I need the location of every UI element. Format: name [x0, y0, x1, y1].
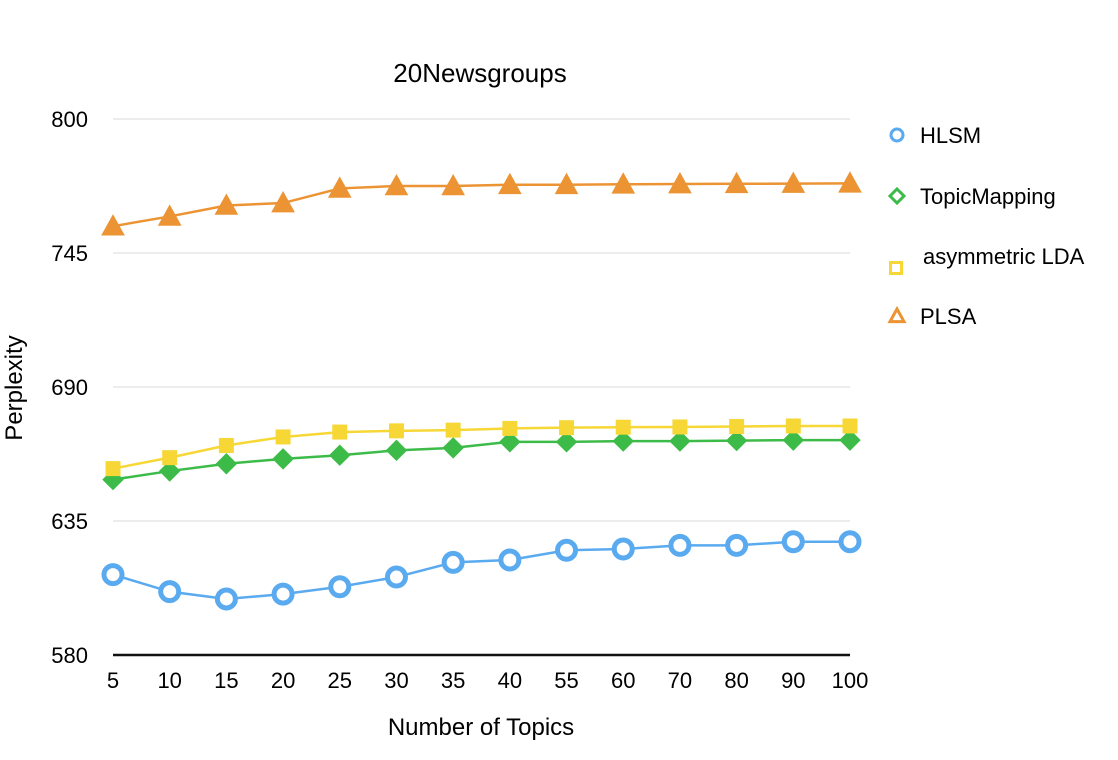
y-axis-ticks: 580 635 690 745 800 [51, 107, 88, 668]
hlsm-point [384, 565, 408, 589]
legend-label: TopicMapping [920, 184, 1056, 209]
asymmetric-lda-point [388, 423, 404, 439]
asymmetric-lda-point [842, 418, 858, 434]
plsa-point [441, 173, 466, 196]
legend-label: PLSA [920, 304, 977, 329]
hlsm-point [441, 550, 465, 574]
asymmetric-lda-point [559, 420, 575, 436]
topicmapping-point [442, 437, 464, 459]
asymmetric-lda-point [218, 437, 234, 453]
topicmapping-point [329, 444, 351, 466]
topicmapping-point [782, 429, 805, 451]
asymmetric-lda-series-line [112, 424, 850, 470]
plsa-point [327, 176, 352, 198]
plsa-point [214, 193, 239, 215]
legend-label: asymmetric LDA [923, 244, 1085, 269]
topicmapping-legend-marker [887, 186, 907, 206]
plsa-legend-marker [887, 305, 907, 324]
topicmapping-point [725, 429, 748, 452]
plsa-point [668, 172, 692, 194]
x-tick-label: 80 [724, 668, 748, 693]
hlsm-point [158, 580, 182, 604]
asymmetric-lda-point [332, 424, 348, 440]
x-tick-label: 5 [107, 668, 119, 693]
y-tick-label: 580 [51, 643, 88, 668]
topicmapping-point [215, 453, 238, 475]
asymmetric-lda-point [502, 420, 518, 436]
hlsm-point [271, 582, 295, 606]
topicmapping-point [555, 431, 578, 453]
x-tick-label: 70 [668, 668, 692, 693]
plsa-point [271, 191, 295, 213]
hlsm-point [328, 575, 352, 599]
asymmetric-lda-point [445, 422, 461, 438]
plsa-point [157, 204, 182, 226]
asymmetric-lda-point [162, 450, 178, 466]
x-tick-label: 15 [214, 668, 238, 693]
x-tick-label: 25 [328, 668, 352, 693]
hlsm-point [668, 533, 692, 557]
x-tick-label: 40 [498, 668, 522, 693]
plsa-point [101, 214, 125, 236]
y-tick-label: 745 [51, 241, 88, 266]
legend: HLSM TopicMapping asymmetric LDA PLSA [887, 123, 1085, 329]
plsa-point [497, 172, 522, 195]
x-tick-label: 90 [781, 668, 805, 693]
hlsm-point [838, 530, 862, 554]
plsa-series-line [112, 182, 851, 228]
hlsm-point [101, 563, 125, 587]
hlsm-legend-marker [889, 127, 905, 143]
topicmapping-point [272, 448, 294, 470]
topicmapping-point [499, 431, 521, 453]
x-tick-label: 60 [611, 668, 635, 693]
topicmapping-point [385, 439, 408, 462]
hlsm-point [498, 548, 522, 572]
asymmetric-lda-legend-marker [889, 261, 903, 275]
series-group [101, 171, 862, 611]
plsa-point [838, 171, 862, 193]
hlsm-point [214, 587, 238, 611]
chart-title: 20Newsgroups [393, 58, 566, 88]
x-tick-label: 100 [832, 668, 869, 693]
y-tick-label: 635 [51, 509, 88, 534]
x-tick-label: 35 [441, 668, 465, 693]
plsa-point [724, 171, 749, 194]
asymmetric-lda-point [275, 429, 291, 445]
hlsm-point [781, 530, 805, 554]
x-tick-label: 10 [157, 668, 181, 693]
hlsm-point [611, 537, 635, 561]
plsa-point [611, 172, 636, 194]
x-axis-ticks: 5 10 15 20 25 30 35 40 55 60 70 80 90 100 [107, 668, 868, 693]
x-tick-label: 55 [554, 668, 578, 693]
y-axis-label: Perplexity [1, 335, 28, 440]
gridlines [113, 118, 850, 522]
x-axis-label: Number of Topics [388, 714, 574, 741]
plsa-point [554, 172, 579, 195]
topicmapping-point [839, 429, 861, 451]
topicmapping-point [612, 430, 634, 452]
asymmetric-lda-point [615, 419, 631, 435]
asymmetric-lda-point [672, 419, 688, 435]
legend-label: HLSM [920, 123, 981, 148]
asymmetric-lda-point [105, 461, 121, 477]
y-tick-label: 800 [51, 107, 88, 132]
topicmapping-point [158, 460, 181, 482]
hlsm-markers [101, 530, 862, 611]
plsa-point [781, 171, 806, 193]
hlsm-point [555, 538, 579, 562]
x-tick-label: 20 [271, 668, 295, 693]
hlsm-point [725, 533, 749, 557]
y-tick-label: 690 [51, 375, 88, 400]
topicmapping-point [669, 430, 691, 452]
asymmetric-lda-markers [105, 418, 858, 477]
plsa-point [384, 173, 409, 196]
plsa-markers [101, 171, 862, 236]
x-tick-label: 30 [384, 668, 408, 693]
topicmapping-markers [102, 429, 861, 491]
asymmetric-lda-point [729, 418, 745, 434]
asymmetric-lda-point [785, 418, 801, 434]
